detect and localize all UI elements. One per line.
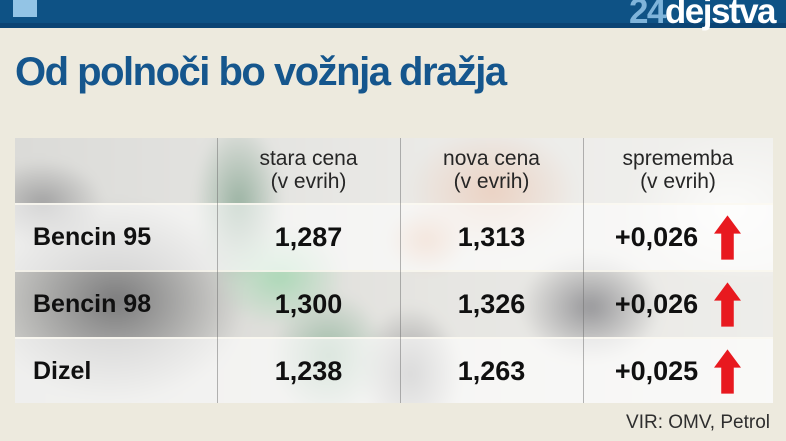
price-table: stara cena (v evrih) nova cena (v evrih)…: [15, 138, 773, 403]
change-value: +0,025: [614, 355, 699, 386]
fuel-label: Dizel: [33, 356, 92, 385]
up-arrow-icon: [714, 282, 742, 327]
old-price-value: 1,300: [274, 289, 343, 319]
up-arrow-icon: [714, 348, 742, 394]
header-cell-change-text: sprememba (v evrih): [622, 146, 734, 193]
new-price-value: 1,263: [457, 355, 526, 386]
column-sublabel: (v evrih): [640, 169, 716, 193]
new-price-value: 1,313: [457, 222, 526, 252]
change-value: +0,026: [614, 289, 699, 319]
table-header-row: stara cena (v evrih) nova cena (v evrih)…: [15, 138, 773, 203]
logo-suffix: dejstva: [664, 0, 777, 31]
new-price-value: 1,326: [457, 289, 526, 319]
header-cell-old-price: stara cena (v evrih): [217, 146, 400, 193]
brand-bar: 24dejstva: [0, 0, 786, 31]
fuel-label: Bencin 98: [33, 290, 152, 318]
old-price-value: 1,287: [274, 222, 343, 252]
column-divider: [583, 138, 584, 403]
logo: 24dejstva: [628, 0, 777, 32]
old-price-value: 1,238: [274, 355, 343, 386]
source-credit: VIR: OMV, Petrol: [626, 412, 770, 433]
fuel-label: Bencin 95: [33, 223, 152, 251]
column-divider: [400, 138, 401, 403]
logo-square: [13, 0, 37, 17]
page-title: Od polnoči bo vožnja dražja: [15, 50, 507, 94]
column-label: nova cena: [443, 146, 540, 170]
table-grid: stara cena (v evrih) nova cena (v evrih)…: [15, 138, 773, 403]
column-sublabel: (v evrih): [270, 169, 347, 193]
up-arrow-icon: [714, 215, 742, 260]
header-cell-change: sprememba (v evrih): [583, 146, 773, 193]
table-row: Bencin 95 1,287 1,313 +0,026: [15, 203, 773, 270]
column-label: stara cena: [259, 146, 358, 170]
logo-prefix: 24: [628, 0, 666, 31]
header-cell-new-price: nova cena (v evrih): [400, 146, 583, 193]
column-divider: [217, 138, 218, 403]
table-row: Dizel 1,238 1,263 +0,025: [15, 337, 773, 403]
table-row: Bencin 98 1,300 1,326 +0,026: [15, 270, 773, 337]
change-value: +0,026: [614, 222, 699, 252]
column-label: sprememba: [622, 146, 734, 170]
column-sublabel: (v evrih): [453, 169, 530, 193]
